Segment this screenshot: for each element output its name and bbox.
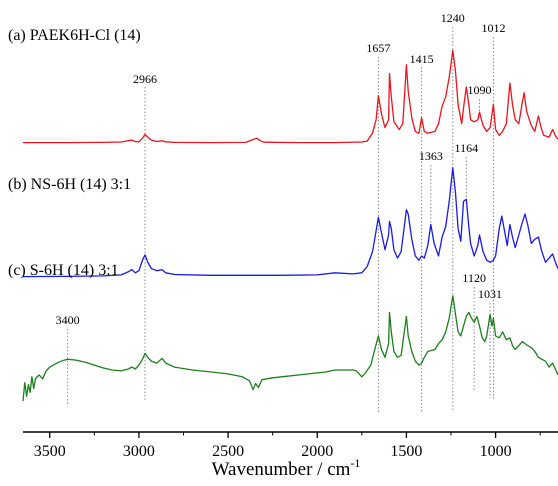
x-tick-label-3000: 3000 bbox=[123, 443, 155, 460]
x-tick-label-1000: 1000 bbox=[480, 443, 512, 460]
spectra-curves bbox=[22, 49, 558, 402]
x-axis-label: Wavenumber / cm-1 bbox=[212, 456, 361, 480]
peak-label-1012: 1012 bbox=[481, 21, 505, 35]
peak-label-2966: 2966 bbox=[133, 72, 157, 86]
x-axis: 3500 3000 2500 2000 1500 1000 bbox=[23, 431, 558, 460]
peak-label-1657: 1657 bbox=[366, 41, 390, 55]
peak-guide-lines bbox=[67, 27, 494, 412]
spectrum-line-1 bbox=[22, 167, 558, 278]
peak-label-1415: 1415 bbox=[410, 52, 434, 66]
series-label-2: (c) S-6H (14) 3:1 bbox=[8, 262, 119, 279]
peak-label-1090: 1090 bbox=[468, 83, 492, 97]
peak-labels: 2966 1657 1415 1240 1090 1012 1363 1164 1120 1031… bbox=[56, 11, 506, 327]
spectrum-line-2 bbox=[22, 295, 558, 402]
peak-label-1240: 1240 bbox=[441, 11, 465, 25]
peak-label-1031: 1031 bbox=[478, 287, 502, 301]
series-label-0: (a) PAEK6H-Cl (14) bbox=[8, 27, 141, 44]
series-labels: (a) PAEK6H-Cl (14) (b) NS-6H (14) 3:1 (c) … bbox=[8, 27, 141, 279]
x-tick-label-1500: 1500 bbox=[390, 443, 422, 460]
spectrum-line-0 bbox=[23, 49, 558, 144]
x-tick-label-2500: 2500 bbox=[212, 443, 244, 460]
peak-label-3400: 3400 bbox=[56, 313, 80, 327]
series-label-1: (b) NS-6H (14) 3:1 bbox=[8, 176, 131, 193]
peak-label-1120: 1120 bbox=[462, 271, 486, 285]
peak-label-1363: 1363 bbox=[419, 149, 443, 163]
peak-label-1164: 1164 bbox=[455, 141, 479, 155]
x-tick-label-2000: 2000 bbox=[301, 443, 333, 460]
x-tick-label-3500: 3500 bbox=[34, 443, 66, 460]
